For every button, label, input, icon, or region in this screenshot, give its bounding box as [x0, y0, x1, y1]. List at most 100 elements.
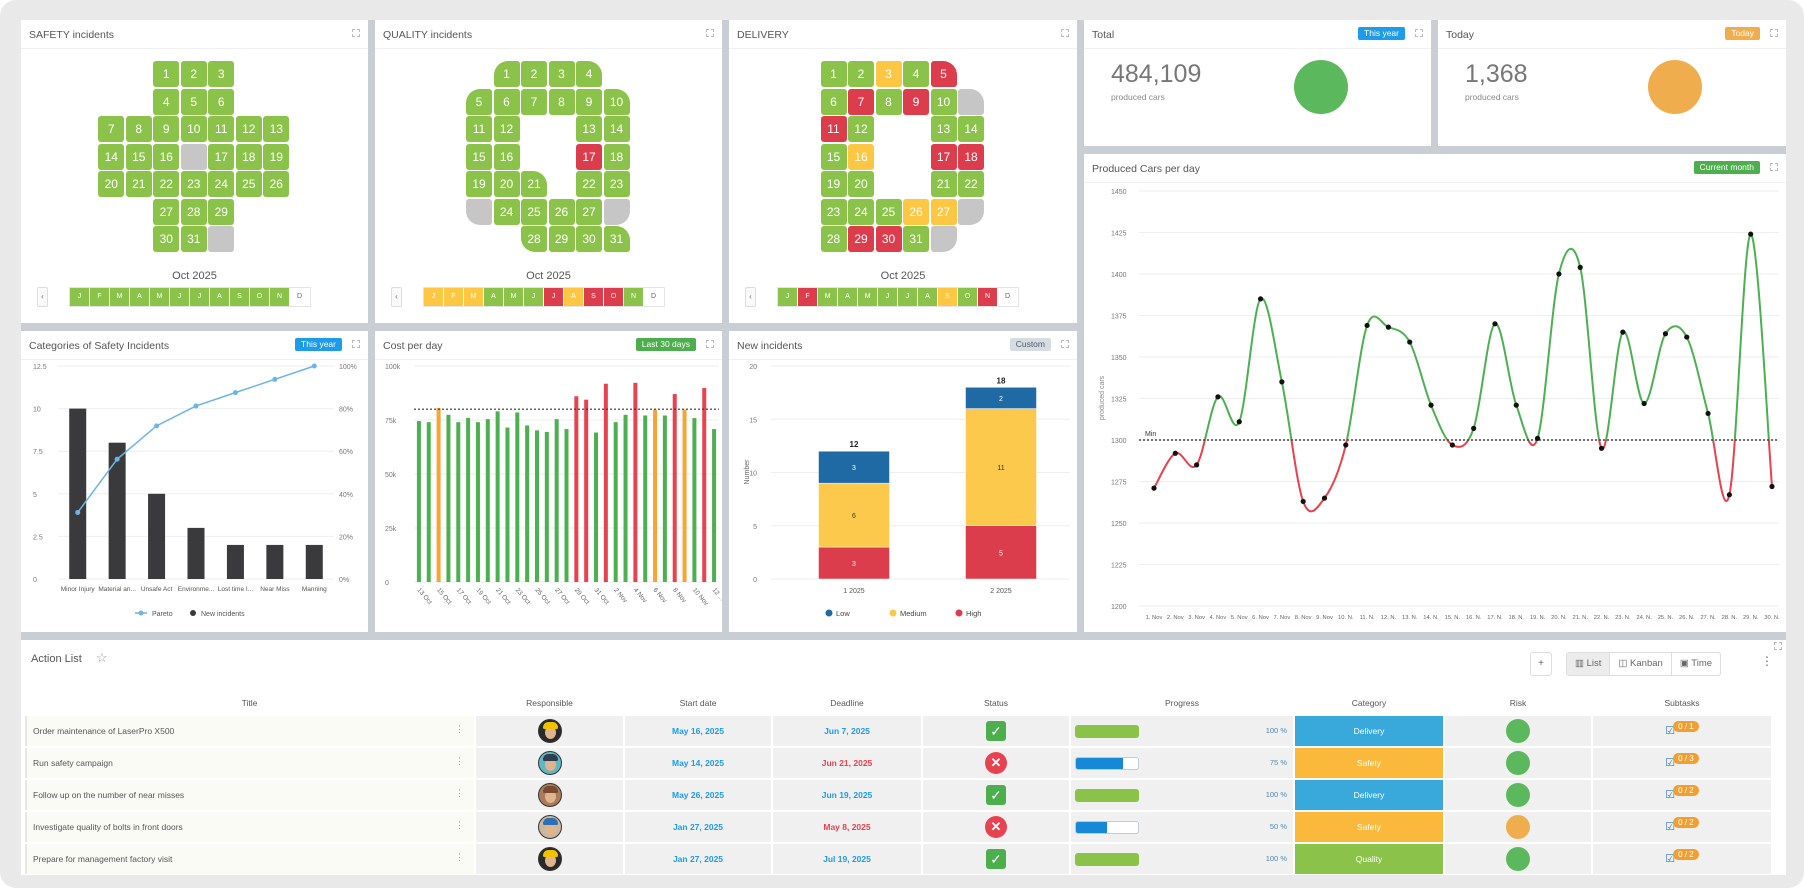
title-cell[interactable]: Prepare for management factory visit ⋮	[25, 844, 474, 874]
expand-icon[interactable]	[352, 29, 360, 37]
month-selector[interactable]: D	[998, 288, 1018, 306]
category-cell[interactable]: Quality	[1295, 844, 1443, 874]
calendar-day[interactable]: 14	[98, 143, 125, 170]
calendar-day[interactable]: 25	[235, 171, 262, 197]
column-header[interactable]: Title	[241, 698, 258, 708]
table-row[interactable]: Run safety campaign ⋮ May 14, 2025 Jun 21, …	[25, 748, 1771, 778]
expand-icon[interactable]	[1415, 29, 1423, 37]
calendar-day[interactable]: 14	[603, 116, 630, 142]
calendar-day[interactable]: 12	[493, 116, 520, 142]
subtasks-cell[interactable]: ☑ 0 / 1	[1593, 716, 1771, 746]
month-selector[interactable]: A	[564, 288, 584, 306]
calendar-day[interactable]: 7	[521, 88, 547, 115]
calendar-day[interactable]: 15	[466, 143, 492, 170]
calendar-day[interactable]: 20	[848, 171, 874, 197]
month-selector[interactable]: J	[524, 288, 544, 306]
calendar-day[interactable]: 4	[153, 88, 180, 115]
month-selector[interactable]: J	[424, 288, 444, 306]
expand-icon[interactable]	[1061, 29, 1069, 37]
month-selector[interactable]: O	[604, 288, 624, 306]
calendar-day[interactable]: 23	[603, 171, 630, 197]
view-kanban-button[interactable]: ◫ Kanban	[1610, 653, 1672, 675]
calendar-day[interactable]: 6	[208, 88, 235, 115]
calendar-day[interactable]: 29	[848, 226, 874, 252]
prev-year-button[interactable]: ‹	[391, 287, 402, 307]
calendar-day[interactable]: 19	[466, 171, 492, 197]
calendar-day[interactable]: 19	[263, 143, 290, 170]
subtasks[interactable]: ☑ 0 / 3	[1665, 752, 1699, 769]
calendar-day[interactable]: 2	[180, 61, 207, 87]
column-header[interactable]: Start date	[679, 698, 717, 708]
title-cell[interactable]: Order maintenance of LaserPro X500 ⋮	[25, 716, 474, 746]
calendar-day[interactable]: 1	[493, 61, 520, 87]
row-menu-icon[interactable]: ⋮	[455, 724, 464, 734]
month-selector[interactable]: M	[858, 288, 878, 306]
calendar-day[interactable]: 14	[958, 116, 984, 142]
subtasks[interactable]: ☑ 0 / 2	[1665, 848, 1699, 865]
calendar-day[interactable]: 21	[521, 171, 547, 197]
calendar-day[interactable]: 5	[180, 88, 207, 115]
calendar-day[interactable]: 7	[848, 88, 874, 115]
column-header[interactable]: Responsible	[526, 698, 573, 708]
category-cell[interactable]: Delivery	[1295, 716, 1443, 746]
month-selector[interactable]: J	[878, 288, 898, 306]
calendar-day[interactable]: 4	[903, 61, 929, 87]
period-badge[interactable]: Current month	[1693, 161, 1760, 174]
calendar-day[interactable]: 22	[576, 171, 602, 197]
expand-icon[interactable]	[1770, 29, 1778, 37]
row-menu-icon[interactable]: ⋮	[455, 756, 464, 766]
avatar[interactable]	[537, 815, 562, 839]
period-badge[interactable]: This year	[295, 338, 342, 351]
calendar-day[interactable]: 26	[548, 198, 575, 225]
month-selector[interactable]: F	[798, 288, 818, 306]
view-time-button[interactable]: ▣ Time	[1679, 658, 1713, 669]
month-selector[interactable]: F	[90, 288, 110, 306]
calendar-day[interactable]: 11	[466, 116, 492, 142]
calendar-day[interactable]: 27	[153, 198, 180, 225]
calendar-day[interactable]: 3	[875, 61, 902, 87]
calendar-day[interactable]: 3	[208, 61, 235, 87]
month-selector[interactable]: M	[464, 288, 484, 306]
expand-icon[interactable]	[1774, 642, 1782, 650]
check-icon[interactable]: ✓	[986, 849, 1006, 869]
category-cell[interactable]: Safety	[1295, 812, 1443, 842]
calendar-day[interactable]: 22	[958, 171, 984, 197]
column-header[interactable]: Category	[1351, 698, 1387, 708]
calendar-day[interactable]: 24	[208, 171, 235, 197]
category-cell[interactable]: Delivery	[1295, 780, 1443, 810]
calendar-day[interactable]: 18	[235, 143, 262, 170]
calendar-day[interactable]: 8	[125, 116, 152, 142]
calendar-day[interactable]: 13	[576, 116, 602, 142]
check-icon[interactable]: ✓	[986, 785, 1006, 805]
calendar-day[interactable]: 22	[153, 171, 180, 197]
row-menu-icon[interactable]: ⋮	[455, 852, 464, 862]
calendar-day[interactable]: 16	[493, 143, 520, 170]
title-cell[interactable]: Investigate quality of bolts in front do…	[25, 812, 474, 842]
calendar-day[interactable]: 10	[603, 88, 630, 115]
title-cell[interactable]: Run safety campaign ⋮	[25, 748, 474, 778]
month-selector[interactable]: A	[918, 288, 938, 306]
avatar[interactable]	[537, 751, 562, 775]
calendar-day[interactable]: 24	[848, 198, 874, 225]
calendar-day[interactable]: 11	[208, 116, 235, 142]
calendar-day[interactable]: 20	[98, 171, 125, 197]
calendar-day[interactable]: 6	[493, 88, 520, 115]
row-menu-icon[interactable]: ⋮	[455, 820, 464, 830]
month-selector[interactable]: A	[130, 288, 150, 306]
calendar-day[interactable]: 6	[820, 88, 847, 115]
month-selector[interactable]: M	[818, 288, 838, 306]
calendar-day[interactable]: 28	[521, 226, 547, 252]
calendar-day[interactable]: 15	[820, 143, 847, 170]
avatar[interactable]	[537, 847, 562, 871]
calendar-day[interactable]: 18	[958, 143, 984, 170]
calendar-day[interactable]: 9	[576, 88, 602, 115]
expand-icon[interactable]	[706, 29, 714, 37]
calendar-day[interactable]: 1	[820, 61, 847, 87]
calendar-day[interactable]: 19	[820, 171, 847, 197]
calendar-day[interactable]: 28	[180, 198, 207, 225]
month-selector[interactable]: F	[444, 288, 464, 306]
calendar-day[interactable]: 9	[153, 116, 180, 142]
calendar-day[interactable]: 17	[930, 143, 957, 170]
month-selector[interactable]: J	[778, 288, 798, 306]
month-selector[interactable]: A	[484, 288, 504, 306]
